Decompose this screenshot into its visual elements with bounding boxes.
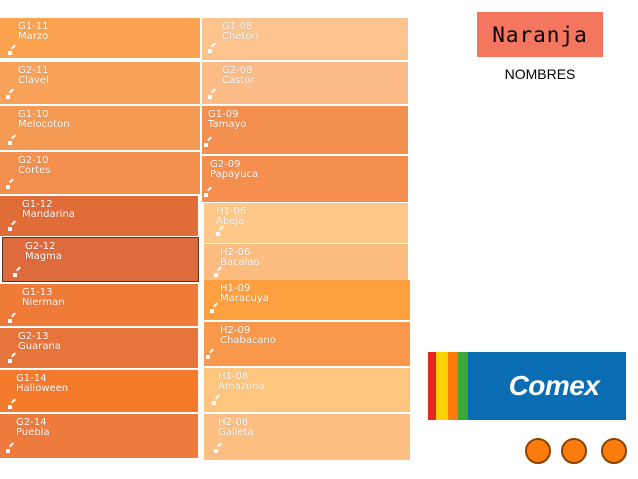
expand-icon[interactable] [13,270,20,277]
swatch-name: Amazona [218,381,265,392]
expand-icon[interactable] [8,224,15,231]
logo-box: Comex [482,352,626,420]
right-swatch-h2-08[interactable]: H2-08 Galleta [204,414,410,460]
right-swatch-h1-06[interactable]: H1-06 Abeja [204,203,408,243]
left-swatch-g2-11[interactable]: G2-11 Clavel [0,62,200,104]
expand-icon[interactable] [6,446,13,453]
expand-icon[interactable] [8,138,15,145]
swatch-name: Galleta [218,427,254,438]
comex-logo: Comex [428,352,626,420]
left-swatch-g1-10[interactable]: G1-10 Melocoton [0,106,200,150]
right-swatch-h2-09[interactable]: H2-09 Chabacano [204,322,410,366]
swatch-code: H2-09 [220,325,251,336]
swatch-name: Chetori [222,31,259,42]
expand-icon[interactable] [208,46,215,53]
swatch-code: G1-10 [18,109,49,120]
expand-icon[interactable] [204,140,211,147]
swatch-name: Bacalao [220,257,260,268]
swatch-code: G2-10 [18,155,49,166]
swatch-code: G2-08 [222,65,253,76]
swatch-code: G2-11 [18,65,49,76]
swatch-name: Halloween [16,383,69,394]
swatch-name: Clavel [18,75,49,86]
logo-stripe-yellow [436,352,448,420]
swatch-name: Magma [25,251,62,262]
swatch-code: G2-14 [16,417,47,428]
right-swatch-g2-08[interactable]: G2-08 Castor [202,62,408,104]
expand-icon[interactable] [204,190,211,197]
swatch-name: Papayuca [210,169,259,180]
left-swatch-g2-13[interactable]: G2-13 Guarana [0,328,198,368]
swatch-code: H2-08 [218,417,249,428]
logo-text: Comex [508,370,600,401]
logo-stripe-blue [468,352,482,420]
logo-stripe-orange [448,352,458,420]
swatch-name: Cortes [18,165,51,176]
swatch-name: Marzo [18,31,49,42]
swatch-code: G1-12 [22,199,53,210]
swatch-name: Chabacano [220,335,277,346]
swatch-code: H1-08 [218,371,249,382]
swatch-code: G1-11 [18,21,49,32]
expand-icon[interactable] [6,182,13,189]
nav-dot-3[interactable] [601,438,627,464]
nav-dot-2[interactable] [561,438,587,464]
right-swatch-g1-08[interactable]: G1-08 Chetori [202,18,408,60]
right-swatch-g2-09[interactable]: G2-09 Papayuca [202,156,408,202]
swatch-name: Melocoton [18,119,70,130]
right-swatch-g1-09[interactable]: G1-09 Tamayo [202,106,408,154]
expand-icon[interactable] [6,92,13,99]
swatch-code: H1-09 [220,283,251,294]
expand-icon[interactable] [214,446,221,453]
swatch-code: G1-08 [222,21,253,32]
expand-icon[interactable] [8,316,15,323]
expand-icon[interactable] [216,229,223,236]
swatch-code: H2-06 [220,247,251,258]
expand-icon[interactable] [210,306,217,313]
right-swatch-h1-09[interactable]: H1-09 Maracuya [204,280,410,320]
logo-stripe-green [458,352,468,420]
swatch-name: Mandarina [22,209,75,220]
nav-dot-1[interactable] [525,438,551,464]
swatch-code: G2-13 [18,331,49,342]
swatch-code: G2-12 [25,241,56,252]
expand-icon[interactable] [208,92,215,99]
left-swatch-g2-14[interactable]: G2-14 Puebla [0,414,198,458]
swatch-code: H1-06 [216,206,247,217]
swatch-code: G1-09 [208,109,239,120]
swatch-name: Abeja [216,216,245,227]
expand-icon[interactable] [212,398,219,405]
swatch-name: Puebla [16,427,50,438]
expand-icon[interactable] [8,356,15,363]
swatch-name: Tamayo [208,119,247,130]
swatch-code: G1-14 [16,373,47,384]
logo-stripe-red [428,352,436,420]
expand-icon[interactable] [206,352,213,359]
swatch-code: G1-13 [22,287,53,298]
left-swatch-g1-12[interactable]: G1-12 Mandarina [0,196,198,236]
left-swatch-g1-13[interactable]: G1-13 Nierman [0,284,198,326]
page-title: Naranja [477,12,603,57]
expand-icon[interactable] [8,48,15,55]
left-swatch-g1-11[interactable]: G1-11 Marzo [0,18,200,58]
swatch-name: Nierman [22,297,65,308]
expand-icon[interactable] [214,270,221,277]
swatch-name: Guarana [18,341,61,352]
swatch-name: Maracuya [220,293,269,304]
left-swatch-g1-14[interactable]: G1-14 Halloween [0,370,198,412]
right-swatch-h2-06[interactable]: H2-06 Bacalao [204,244,408,280]
left-swatch-g2-10[interactable]: G2-10 Cortes [0,152,200,194]
swatch-name: Castor [222,75,255,86]
right-swatch-h1-08[interactable]: H1-08 Amazona [204,368,410,412]
expand-icon[interactable] [8,402,15,409]
page-subtitle: NOMBRES [504,66,576,82]
left-swatch-g2-12[interactable]: G2-12 Magma [2,237,199,282]
swatch-code: G2-09 [210,159,241,170]
